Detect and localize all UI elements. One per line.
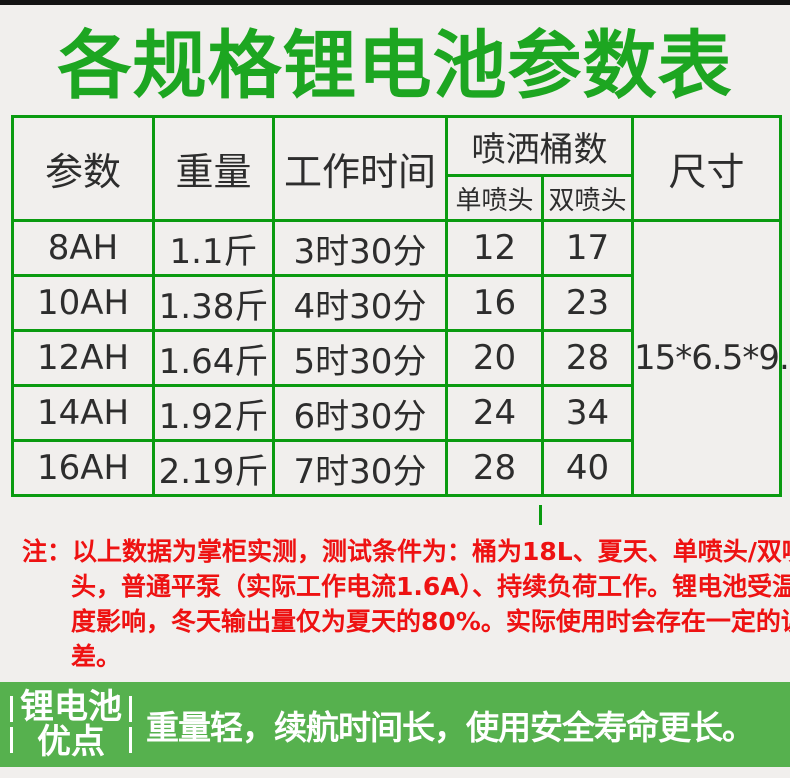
cell-size: 15*6.5*9.5 — [631, 219, 790, 497]
cell-double-nozzle: 34 — [541, 384, 634, 442]
col-header-size: 尺寸 — [631, 115, 782, 222]
note-line: 头，普通平泵（实际工作电流1.6A）、持续负荷工作。锂电池受温 — [71, 572, 790, 601]
cell-param: 10AH — [11, 274, 155, 332]
cell-work-time: 5时30分 — [272, 329, 448, 387]
note-line: 度影响，冬天输出量仅为夏天的80%。实际使用时会存在一定的误 — [71, 607, 790, 636]
cell-double-nozzle: 17 — [541, 219, 634, 277]
battery-spec-table: 参数 重量 工作时间 喷洒桶数 尺寸 单喷头 双喷头 8AH 1.1斤 3时30… — [11, 115, 790, 497]
badge-label: 锂电池 优点 — [20, 686, 122, 762]
col-header-spray-buckets: 喷洒桶数 — [445, 115, 634, 177]
footer-slogan: 重量轻，续航时间长，使用安全寿命更长。 — [146, 707, 754, 747]
note-line: 差。 — [71, 642, 122, 671]
cell-single-nozzle: 12 — [445, 219, 544, 277]
cell-weight: 2.19斤 — [152, 439, 275, 497]
cell-single-nozzle: 28 — [445, 439, 544, 497]
table-row: 14AH 1.92斤 6时30分 24 34 — [11, 384, 781, 442]
cell-work-time: 6时30分 — [272, 384, 448, 442]
cell-param: 8AH — [11, 219, 155, 277]
cell-weight: 1.38斤 — [152, 274, 275, 332]
col-header-weight: 重量 — [152, 115, 275, 222]
cell-double-nozzle: 40 — [541, 439, 634, 497]
cell-work-time: 7时30分 — [272, 439, 448, 497]
cell-weight: 1.1斤 — [152, 219, 275, 277]
col-header-work-time: 工作时间 — [272, 115, 448, 222]
cell-double-nozzle: 23 — [541, 274, 634, 332]
col-header-param: 参数 — [11, 115, 155, 222]
badge-left-bars — [10, 696, 13, 753]
col-header-single-nozzle: 单喷头 — [445, 174, 544, 222]
cell-double-nozzle: 28 — [541, 329, 634, 387]
table-row: 10AH 1.38斤 4时30分 16 23 — [11, 274, 781, 332]
table-row: 16AH 2.19斤 7时30分 28 40 — [11, 439, 781, 497]
cell-weight: 1.92斤 — [152, 384, 275, 442]
cell-param: 14AH — [11, 384, 155, 442]
badge-label-line1: 锂电池 — [20, 686, 122, 727]
cell-single-nozzle: 16 — [445, 274, 544, 332]
table-subheader-row: 单喷头 双喷头 — [13, 174, 781, 222]
cell-weight: 1.64斤 — [152, 329, 275, 387]
note: 注：以上数据为掌柜实测，测试条件为：桶为18L、夏天、单喷头/双喷 头，普通平泵… — [22, 534, 790, 674]
table-row: 8AH 1.1斤 3时30分 12 17 15*6.5*9.5 — [11, 219, 790, 497]
top-black-bar — [0, 0, 790, 5]
cell-single-nozzle: 24 — [445, 384, 544, 442]
cell-work-time: 3时30分 — [272, 219, 448, 277]
col-header-double-nozzle: 双喷头 — [541, 174, 634, 222]
advantage-badge: 锂电池 优点 — [10, 686, 132, 762]
table-border-tick — [539, 505, 542, 525]
badge-label-line2: 优点 — [37, 721, 105, 762]
table-row: 12AH 1.64斤 5时30分 20 28 — [11, 329, 781, 387]
note-line: 注：以上数据为掌柜实测，测试条件为：桶为18L、夏天、单喷头/双喷 — [22, 537, 790, 566]
page-title: 各规格锂电池参数表 — [57, 23, 733, 109]
footer-banner: 锂电池 优点 重量轻，续航时间长，使用安全寿命更长。 — [0, 682, 790, 767]
cell-param: 16AH — [11, 439, 155, 497]
cell-work-time: 4时30分 — [272, 274, 448, 332]
table-header-row: 参数 重量 工作时间 喷洒桶数 尺寸 — [11, 115, 782, 222]
badge-right-bars — [129, 696, 132, 753]
cell-param: 12AH — [11, 329, 155, 387]
cell-single-nozzle: 20 — [445, 329, 544, 387]
